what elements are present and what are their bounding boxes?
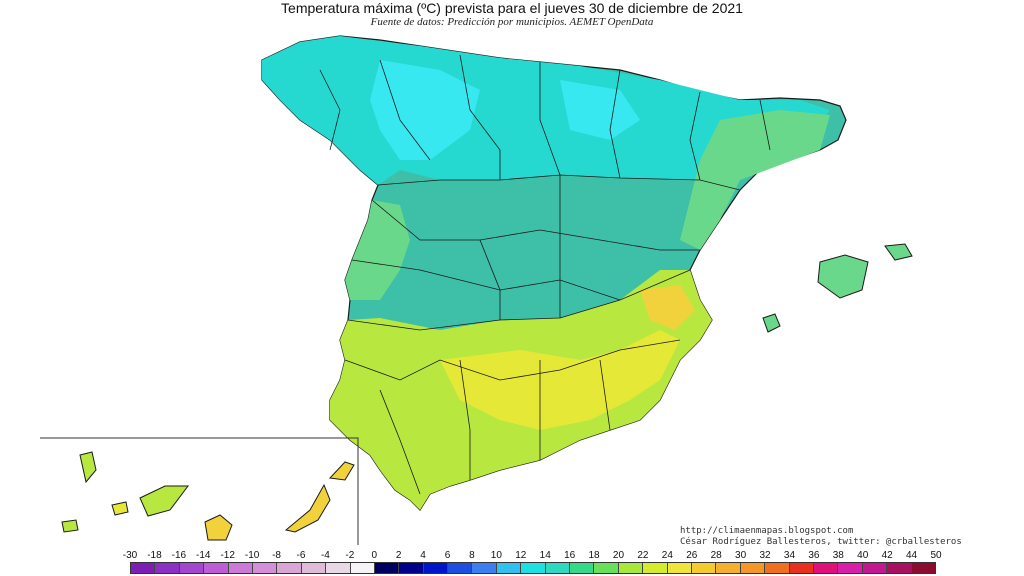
legend-label: 8 bbox=[469, 550, 475, 561]
legend-label: 12 bbox=[515, 550, 527, 561]
legend-label: 0 bbox=[371, 550, 378, 561]
hot-south bbox=[440, 330, 680, 430]
legend-swatch bbox=[765, 563, 790, 573]
legend-swatch bbox=[301, 563, 327, 573]
legend-swatch bbox=[643, 563, 668, 573]
legend-label: 2 bbox=[395, 550, 402, 561]
legend-label: 28 bbox=[710, 550, 722, 561]
hotter-spot bbox=[640, 285, 695, 330]
legend-label: 14 bbox=[539, 550, 551, 561]
legend-swatch bbox=[277, 563, 302, 573]
legend-swatch bbox=[374, 563, 400, 573]
legend-swatch bbox=[131, 563, 156, 573]
legend-labels: -30 -18 -16 -14 -12 -10 -8 -6 -4 -2 0 2 4 6 8 10 12 14 16 1… bbox=[123, 550, 942, 562]
legend-label: 34 bbox=[783, 550, 796, 561]
legend-swatch bbox=[887, 563, 912, 573]
legend-label: -18 bbox=[147, 550, 162, 561]
data-source-note: Fuente de datos: Predicción por municipi… bbox=[370, 16, 654, 28]
inset-frame bbox=[40, 437, 359, 545]
legend-swatch bbox=[911, 563, 935, 573]
island-la-palma bbox=[79, 451, 97, 484]
island-lanzarote bbox=[328, 461, 355, 481]
legend-swatch bbox=[423, 563, 449, 573]
legend-swatch bbox=[862, 563, 888, 573]
legend-label: 4 bbox=[420, 550, 426, 561]
legend-label: -30 bbox=[122, 550, 138, 561]
legend-label: 42 bbox=[881, 550, 893, 561]
legend-swatch bbox=[326, 563, 351, 573]
canary-inset bbox=[40, 437, 359, 545]
island-fuerteventura bbox=[284, 483, 331, 533]
credits: http://climaenmapas.blogspot.com César R… bbox=[680, 526, 962, 548]
island-mallorca bbox=[817, 254, 869, 299]
peninsula bbox=[261, 35, 847, 511]
legend-swatch bbox=[252, 563, 278, 573]
credits-url[interactable]: http://climaenmapas.blogspot.com bbox=[680, 526, 854, 536]
legend-color-bar bbox=[130, 562, 936, 574]
map-title: Temperatura máxima (ºC) prevista para el… bbox=[281, 0, 743, 16]
legend-swatch bbox=[618, 563, 644, 573]
legend-label: -16 bbox=[171, 550, 187, 561]
island-menorca bbox=[884, 243, 913, 261]
legend-swatch bbox=[204, 563, 229, 573]
legend-swatch bbox=[399, 563, 424, 573]
legend-label: 26 bbox=[686, 550, 698, 561]
island-ibiza bbox=[762, 313, 781, 333]
mild-west bbox=[345, 200, 410, 300]
legend-swatch bbox=[472, 563, 497, 573]
legend-label: 20 bbox=[612, 550, 625, 561]
legend-swatch bbox=[350, 563, 375, 573]
legend-swatch bbox=[179, 563, 205, 573]
legend-swatch bbox=[667, 563, 692, 573]
legend-label: -6 bbox=[296, 550, 306, 561]
legend-label: 40 bbox=[857, 550, 869, 561]
credits-author: César Rodríguez Ballesteros, twitter: @c… bbox=[680, 537, 962, 547]
legend-label: -10 bbox=[244, 550, 260, 561]
legend-swatch bbox=[716, 563, 741, 573]
legend-label: -2 bbox=[345, 550, 355, 561]
legend-swatch bbox=[594, 563, 619, 573]
legend-label: -14 bbox=[196, 550, 211, 561]
legend-label: 36 bbox=[808, 550, 820, 561]
mild-east bbox=[680, 110, 830, 250]
legend-swatch bbox=[691, 563, 717, 573]
legend-label: 44 bbox=[906, 550, 918, 561]
legend-label: -4 bbox=[320, 550, 330, 561]
legend-swatch bbox=[813, 563, 839, 573]
legend-swatch bbox=[228, 563, 253, 573]
legend-label: 10 bbox=[490, 550, 502, 561]
legend-label: 16 bbox=[564, 550, 576, 561]
legend-swatch bbox=[521, 563, 546, 573]
legend-label: 38 bbox=[832, 550, 844, 561]
legend-swatch bbox=[789, 563, 814, 573]
island-la-gomera bbox=[61, 519, 79, 533]
cold-core bbox=[370, 60, 480, 160]
legend-swatch bbox=[496, 563, 522, 573]
legend-swatch bbox=[570, 563, 595, 573]
legend-label: 50 bbox=[930, 550, 942, 561]
balearic-islands bbox=[762, 243, 913, 333]
legend-label: 6 bbox=[444, 550, 451, 561]
province-borders bbox=[319, 54, 771, 495]
cold-core-2 bbox=[560, 80, 640, 140]
legend-swatch bbox=[545, 563, 571, 573]
legend-swatch bbox=[740, 563, 766, 573]
legend-label: 24 bbox=[661, 550, 673, 561]
legend-label: -8 bbox=[272, 550, 281, 561]
island-gran-canaria bbox=[204, 514, 233, 541]
island-tenerife bbox=[139, 485, 189, 517]
legend-label: 18 bbox=[588, 550, 600, 561]
legend-label: 30 bbox=[735, 550, 747, 561]
legend-label: 32 bbox=[759, 550, 771, 561]
island-el-hierro bbox=[111, 501, 129, 516]
legend-label: 22 bbox=[637, 550, 649, 561]
legend-swatch bbox=[838, 563, 863, 573]
legend-swatch bbox=[448, 563, 473, 573]
legend-swatch bbox=[155, 563, 180, 573]
legend-label: -12 bbox=[220, 550, 235, 561]
